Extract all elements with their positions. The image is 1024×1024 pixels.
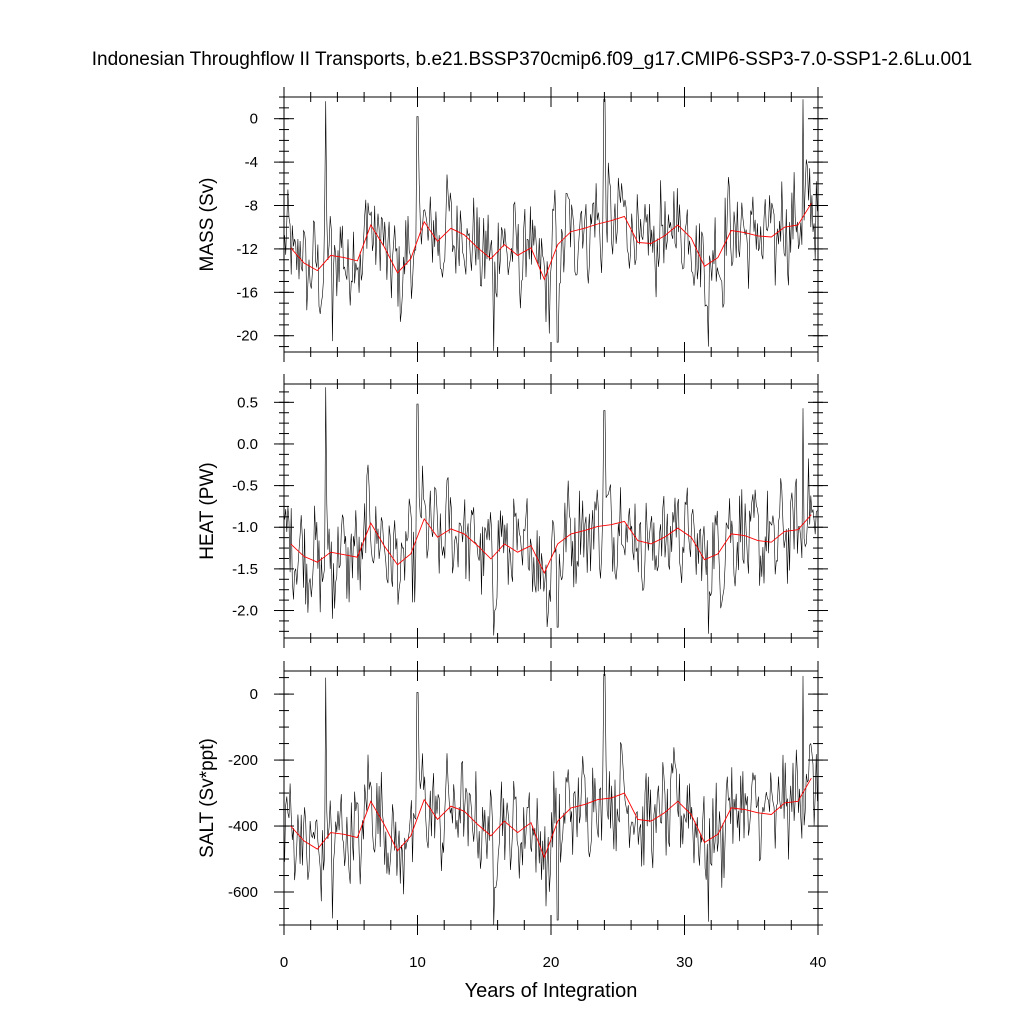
y-axis-label: MASS (Sv) [197, 178, 218, 272]
annual-mean-line [290, 514, 812, 575]
plot-frame [283, 383, 819, 639]
x-tick-label: 20 [543, 954, 560, 971]
y-tick-label: 0.5 [237, 394, 258, 411]
x-tick-label: 30 [676, 954, 693, 971]
y-tick-label: -16 [236, 284, 258, 301]
panel-1: 0 -4 -8 -12 -16 -20 MASS (Sv) [197, 87, 828, 362]
y-axis-label: HEAT (PW) [197, 462, 218, 559]
y-tick-label: -8 [245, 198, 258, 215]
y-tick-label: 0.0 [237, 436, 258, 453]
monthly-series-line [284, 98, 818, 351]
x-tick-labels: 0 10 20 30 40 [280, 954, 827, 971]
x-axis-label: Years of Integration [465, 980, 638, 1002]
y-tick-label: -1.0 [232, 519, 258, 536]
chart-title: Indonesian Throughflow II Transports, b.… [92, 49, 973, 70]
y-tick-label: 0 [250, 111, 258, 128]
y-tick-label: 0 [250, 686, 258, 703]
y-tick-label: -200 [228, 752, 258, 769]
y-tick-label: -4 [245, 154, 258, 171]
panels-group: 0 -4 -8 -12 -16 -20 MASS (Sv) 0.5 0.0 -0.5 -1.0 -1.… [197, 87, 828, 935]
x-tick-label: 10 [409, 954, 426, 971]
annual-mean-line [290, 203, 812, 281]
x-tick-label: 0 [280, 954, 288, 971]
y-tick-label: -2.0 [232, 603, 258, 620]
x-tick-label: 40 [810, 954, 827, 971]
annual-mean-line [290, 777, 812, 859]
monthly-series-line [284, 673, 818, 926]
monthly-series-line [284, 387, 818, 636]
y-tick-label: -600 [228, 884, 258, 901]
panel-2: 0.5 0.0 -0.5 -1.0 -1.5 -2.0 HEAT (PW) [197, 374, 828, 648]
y-tick-label: -20 [236, 328, 258, 345]
y-axis-label: SALT (Sv*ppt) [197, 738, 218, 858]
y-tick-label: -12 [236, 241, 258, 258]
plot-frame [283, 670, 819, 926]
y-tick-label: -400 [228, 818, 258, 835]
panel-3: 0 -200 -400 -600 SALT (Sv*ppt) [197, 661, 828, 935]
y-tick-label: -1.5 [232, 561, 258, 578]
y-tick-label: -0.5 [232, 478, 258, 495]
